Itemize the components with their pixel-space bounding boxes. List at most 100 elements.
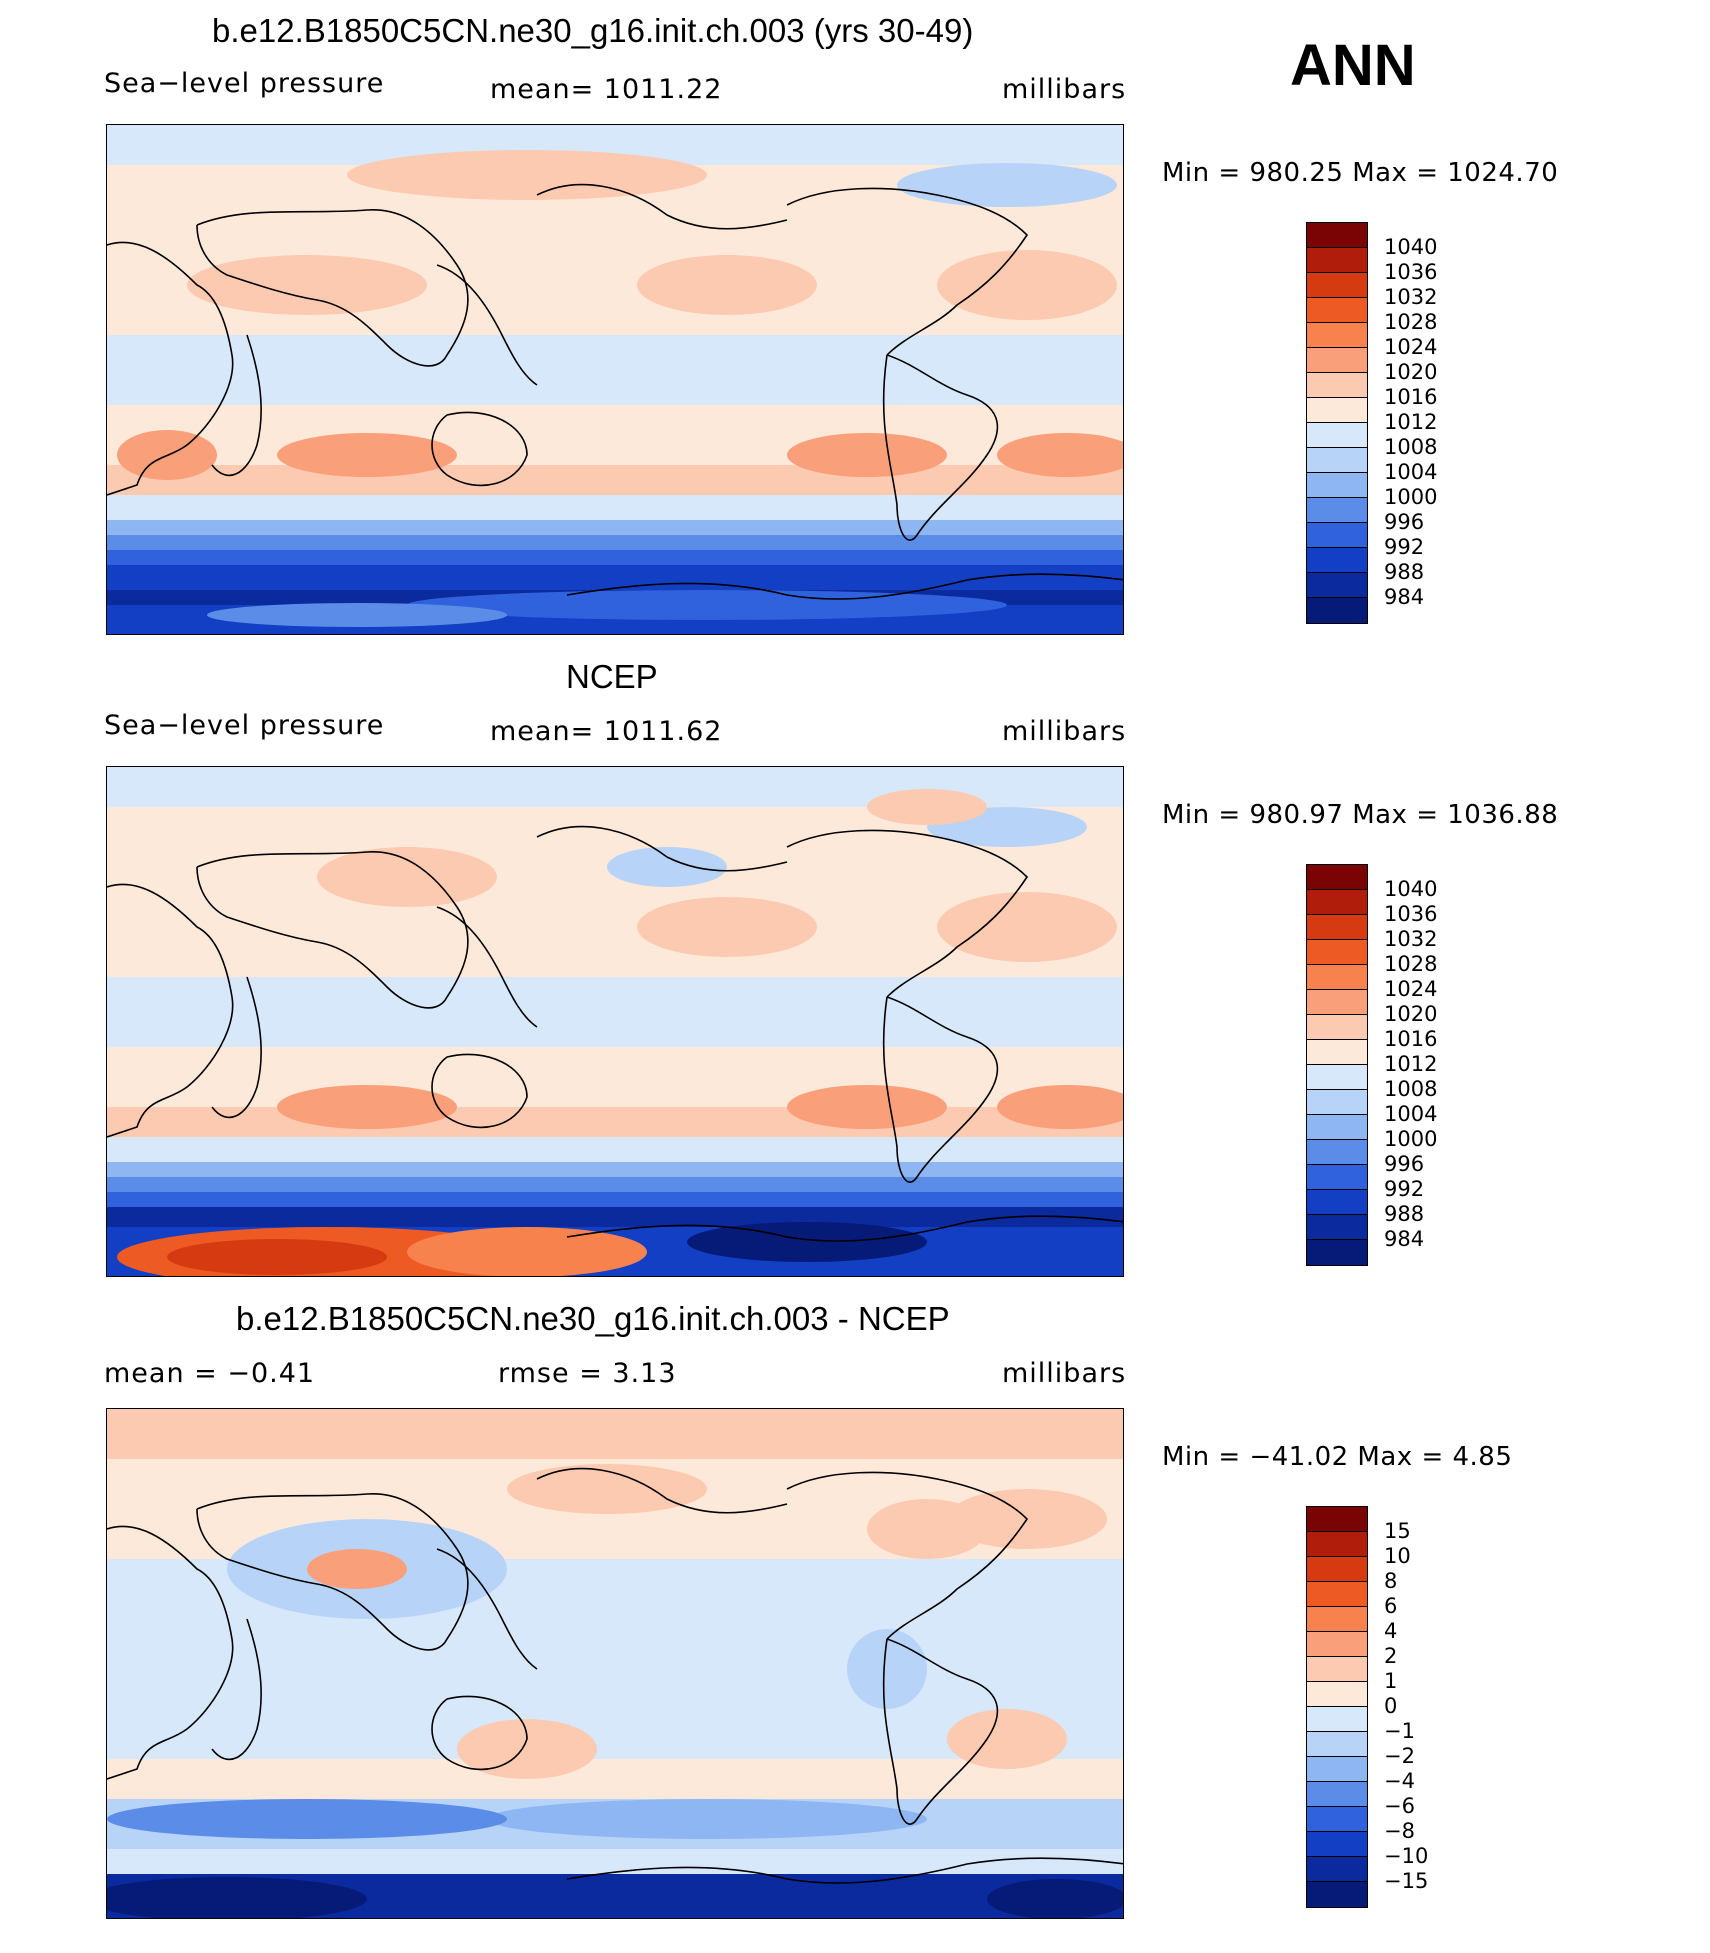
panel3-rmse-label: rmse = 3.13: [498, 1358, 677, 1389]
pressure-cell: [107, 1799, 507, 1839]
panel3-map: [106, 1408, 1124, 1919]
colorbar-level-label: 1000: [1384, 1127, 1438, 1151]
panel2-contour-map: [107, 767, 1123, 1276]
colorbar-level-label: 6: [1384, 1594, 1398, 1618]
colorbar-swatch: [1307, 523, 1367, 548]
pressure-cell: [687, 1222, 927, 1262]
pressure-cell: [947, 1709, 1067, 1769]
colorbar-level-label: −10: [1384, 1844, 1429, 1868]
pressure-band: [107, 520, 1123, 535]
panel2-variable-label: Sea−level pressure: [104, 710, 385, 741]
colorbar-level-label: −15: [1384, 1869, 1429, 1893]
pressure-band: [107, 335, 1123, 405]
colorbar-level-label: 1012: [1384, 1052, 1438, 1076]
colorbar-level-label: 1000: [1384, 485, 1438, 509]
panel3-title: b.e12.B1850C5CN.ne30_g16.init.ch.003 - N…: [236, 1300, 950, 1337]
panel1-title: b.e12.B1850C5CN.ne30_g16.init.ch.003 (yr…: [212, 12, 974, 49]
pressure-cell: [207, 603, 507, 627]
pressure-cell: [847, 1629, 927, 1709]
coastline: [211, 1618, 262, 1761]
colorbar-swatch: [1307, 1040, 1367, 1065]
coastline: [431, 1053, 528, 1129]
colorbar-level-label: 1032: [1384, 285, 1438, 309]
colorbar-swatch: [1307, 298, 1367, 323]
coastline: [882, 1638, 999, 1825]
colorbar-swatch: [1307, 890, 1367, 915]
pressure-cell: [487, 1799, 927, 1839]
coastline: [536, 825, 788, 872]
pressure-cell: [107, 1877, 367, 1918]
pressure-cell: [897, 163, 1117, 207]
pressure-cell: [867, 789, 987, 825]
pressure-cell: [787, 433, 947, 477]
pressure-cell: [167, 1239, 387, 1275]
colorbar-swatch: [1307, 323, 1367, 348]
pressure-band: [107, 465, 1123, 495]
pressure-band: [107, 1207, 1123, 1227]
colorbar-level-label: 1008: [1384, 1077, 1438, 1101]
colorbar-level-label: −2: [1384, 1744, 1415, 1768]
colorbar-level-label: 996: [1384, 1152, 1425, 1176]
coastline: [211, 334, 262, 477]
colorbar-level-label: 1020: [1384, 360, 1438, 384]
coastline: [882, 996, 999, 1183]
pressure-cell: [787, 1085, 947, 1129]
coastline: [196, 209, 469, 367]
colorbar-level-label: 1004: [1384, 1102, 1438, 1126]
panel2-colorbar: [1306, 864, 1368, 1266]
panel1-mean-label: mean= 1011.22: [490, 74, 723, 105]
colorbar-swatch: [1307, 1882, 1367, 1907]
coastline: [107, 241, 234, 496]
pressure-cell: [997, 433, 1123, 477]
colorbar-level-label: −6: [1384, 1794, 1415, 1818]
coastline: [786, 829, 1029, 998]
pressure-band: [107, 977, 1123, 1047]
colorbar-swatch: [1307, 1140, 1367, 1165]
colorbar-level-label: 996: [1384, 510, 1425, 534]
colorbar-level-label: 1012: [1384, 410, 1438, 434]
panel3-contour-map: [107, 1409, 1123, 1918]
colorbar-level-label: 1020: [1384, 1002, 1438, 1026]
colorbar-swatch: [1307, 1165, 1367, 1190]
colorbar-level-label: 1004: [1384, 460, 1438, 484]
colorbar-swatch: [1307, 448, 1367, 473]
pressure-band: [107, 1849, 1123, 1874]
panel1-colorbar: [1306, 222, 1368, 624]
colorbar-swatch: [1307, 1065, 1367, 1090]
coastline: [436, 1548, 538, 1670]
colorbar-swatch: [1307, 473, 1367, 498]
panel2-mean-label: mean= 1011.62: [490, 716, 723, 747]
pressure-cell: [277, 1085, 457, 1129]
colorbar-level-label: 1028: [1384, 952, 1438, 976]
panel2-units-label: millibars: [1002, 716, 1127, 747]
colorbar-level-label: 984: [1384, 1227, 1425, 1251]
colorbar-swatch: [1307, 1782, 1367, 1807]
pressure-band: [107, 1409, 1123, 1459]
pressure-cell: [607, 847, 727, 887]
colorbar-swatch: [1307, 1832, 1367, 1857]
colorbar-swatch: [1307, 248, 1367, 273]
colorbar-swatch: [1307, 348, 1367, 373]
pressure-cell: [997, 1085, 1123, 1129]
colorbar-swatch: [1307, 548, 1367, 573]
panel1-minmax: Min = 980.25 Max = 1024.70: [1162, 158, 1559, 188]
colorbar-level-label: 1040: [1384, 235, 1438, 259]
pressure-cell: [637, 255, 817, 315]
panel1-units-label: millibars: [1002, 74, 1127, 105]
colorbar-swatch: [1307, 598, 1367, 623]
colorbar-level-label: 988: [1384, 560, 1425, 584]
colorbar-level-label: 1008: [1384, 435, 1438, 459]
colorbar-swatch: [1307, 1857, 1367, 1882]
pressure-band: [107, 535, 1123, 550]
colorbar-level-label: 1016: [1384, 385, 1438, 409]
colorbar-swatch: [1307, 1732, 1367, 1757]
pressure-band: [107, 550, 1123, 565]
coastline: [196, 1493, 469, 1651]
pressure-cell: [307, 1549, 407, 1589]
colorbar-swatch: [1307, 423, 1367, 448]
pressure-band: [107, 1107, 1123, 1137]
colorbar-swatch: [1307, 1115, 1367, 1140]
pressure-band: [107, 1759, 1123, 1799]
coastline: [211, 976, 262, 1119]
pressure-band: [107, 1047, 1123, 1107]
